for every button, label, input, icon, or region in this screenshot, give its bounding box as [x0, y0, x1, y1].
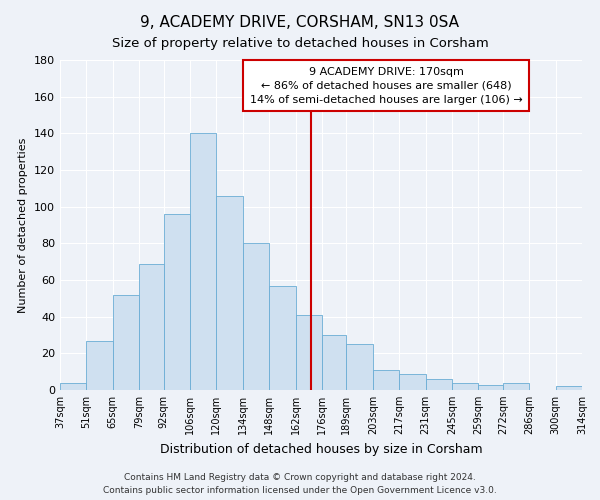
Text: Size of property relative to detached houses in Corsham: Size of property relative to detached ho…	[112, 38, 488, 51]
Bar	[452, 382, 478, 390]
Bar	[296, 315, 322, 390]
Bar	[60, 382, 86, 390]
Bar	[164, 214, 190, 390]
Bar	[139, 264, 164, 390]
Bar	[190, 134, 217, 390]
Bar	[556, 386, 582, 390]
Bar	[399, 374, 425, 390]
Bar	[113, 294, 139, 390]
Bar	[217, 196, 243, 390]
Bar	[425, 379, 452, 390]
Text: 9 ACADEMY DRIVE: 170sqm
← 86% of detached houses are smaller (648)
14% of semi-d: 9 ACADEMY DRIVE: 170sqm ← 86% of detache…	[250, 66, 523, 104]
Text: Contains HM Land Registry data © Crown copyright and database right 2024.
Contai: Contains HM Land Registry data © Crown c…	[103, 474, 497, 495]
Bar	[346, 344, 373, 390]
X-axis label: Distribution of detached houses by size in Corsham: Distribution of detached houses by size …	[160, 442, 482, 456]
Bar	[373, 370, 399, 390]
Text: 9, ACADEMY DRIVE, CORSHAM, SN13 0SA: 9, ACADEMY DRIVE, CORSHAM, SN13 0SA	[140, 15, 460, 30]
Bar	[269, 286, 296, 390]
Bar	[503, 382, 529, 390]
Bar	[243, 244, 269, 390]
Bar	[86, 340, 113, 390]
Bar	[478, 384, 503, 390]
Bar	[322, 335, 346, 390]
Y-axis label: Number of detached properties: Number of detached properties	[19, 138, 28, 312]
